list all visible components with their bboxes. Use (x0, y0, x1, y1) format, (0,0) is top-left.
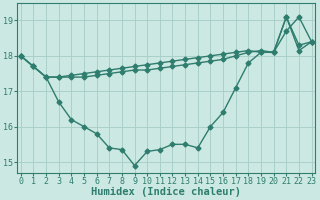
X-axis label: Humidex (Indice chaleur): Humidex (Indice chaleur) (91, 187, 241, 197)
